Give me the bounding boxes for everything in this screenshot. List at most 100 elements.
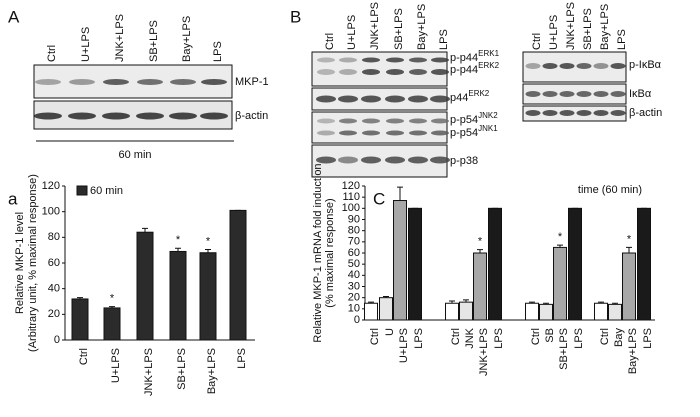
blot-band xyxy=(317,130,335,136)
blot-band xyxy=(593,110,609,116)
band-name: p44 xyxy=(450,92,468,104)
band-label: p-p44ERK1 xyxy=(450,49,500,64)
x-tick-label: JNK+LPS xyxy=(143,348,155,396)
blot-band xyxy=(430,95,450,103)
x-tick-label: JNK xyxy=(464,327,476,348)
panel-label: a xyxy=(8,189,18,208)
x-tick-label: SB xyxy=(544,328,556,343)
bar xyxy=(379,297,393,321)
error-bar xyxy=(612,302,618,305)
bar xyxy=(637,207,651,321)
x-tick-label: JNK+LPS xyxy=(478,328,490,376)
blot-band xyxy=(559,63,575,69)
bar xyxy=(199,252,217,341)
x-tick-label: LPS xyxy=(236,348,248,369)
time-label: 60 min xyxy=(118,149,151,161)
panel-label: B xyxy=(290,7,301,26)
legend-swatch xyxy=(76,185,88,196)
blot-band xyxy=(431,57,449,63)
error-bar xyxy=(175,247,181,252)
error-bar xyxy=(463,299,469,303)
error-bar xyxy=(142,227,148,233)
bar xyxy=(408,207,422,321)
blot-band xyxy=(386,57,404,63)
bar xyxy=(229,209,247,341)
band-label: MKP-1 xyxy=(235,76,269,88)
y-tick-label: 40 xyxy=(48,283,60,295)
blot xyxy=(33,64,233,99)
blot-band xyxy=(385,95,405,103)
bar xyxy=(103,307,121,341)
band-label: p-p44ERK2 xyxy=(450,61,500,76)
y-axis-label: Relative MKP-1 level xyxy=(14,212,26,314)
blot-band xyxy=(430,156,450,164)
blot-band xyxy=(525,110,541,116)
x-tick-label: Ctrl xyxy=(530,328,542,345)
lane-label: SB+LPS xyxy=(582,8,594,50)
blot-band xyxy=(69,79,95,85)
blot xyxy=(522,51,627,83)
bar xyxy=(459,301,473,321)
bar xyxy=(539,303,553,321)
blot-band xyxy=(339,118,357,124)
bar xyxy=(364,302,378,321)
blot-band xyxy=(386,130,404,136)
y-tick-label: 90 xyxy=(348,213,360,225)
x-tick-label: LPS xyxy=(413,328,425,349)
y-tick-label: 80 xyxy=(348,225,360,237)
y-axis-label: (% maximal response) xyxy=(324,198,336,307)
lane-label: Ctrl xyxy=(324,33,336,50)
lane-label: U+LPS xyxy=(80,27,92,62)
significance-marker: * xyxy=(558,231,563,243)
y-tick-label: 20 xyxy=(348,292,360,304)
blot-band xyxy=(338,156,358,164)
error-bar xyxy=(109,306,115,308)
lane-label: Bay+LPS xyxy=(181,16,193,62)
y-tick-label: 40 xyxy=(348,269,360,281)
band-superscript: ERK2 xyxy=(478,61,499,70)
blot-band xyxy=(385,156,405,164)
bar xyxy=(445,302,459,321)
y-tick-label: 0 xyxy=(354,314,360,326)
blot-band xyxy=(170,79,196,85)
band-superscript: JNK2 xyxy=(478,111,498,120)
lane-label: LPS xyxy=(438,29,450,50)
lane-label: JNK+LPS xyxy=(565,2,577,50)
blot-band xyxy=(610,110,626,116)
blot-band xyxy=(102,112,130,120)
blot-band xyxy=(559,91,575,97)
blot xyxy=(33,100,233,130)
blot-band xyxy=(431,118,449,124)
band-name: p-p54 xyxy=(450,114,478,126)
band-superscript: ERK2 xyxy=(468,89,489,98)
x-tick-label: Ctrl xyxy=(369,328,381,345)
blot-band xyxy=(137,79,163,85)
x-tick-label: SB+LPS xyxy=(558,328,570,370)
blot-band xyxy=(593,91,609,97)
bar xyxy=(594,302,608,321)
blot-band xyxy=(317,118,335,124)
y-tick-label: 60 xyxy=(348,247,360,259)
x-tick-label: Bay+LPS xyxy=(627,328,639,374)
band-label: p44ERK2 xyxy=(450,89,490,104)
blot-band xyxy=(136,112,164,120)
error-bar xyxy=(383,296,389,298)
band-name: p-p44 xyxy=(450,52,478,64)
x-tick-label: SB+LPS xyxy=(176,348,188,390)
lane-label: SB+LPS xyxy=(393,8,405,50)
band-name: p-p38 xyxy=(450,155,478,167)
blot-band xyxy=(201,79,227,85)
bar xyxy=(553,246,567,321)
y-axis-label: (Arbitrary unit, % maximal response) xyxy=(27,174,39,352)
blot-band xyxy=(431,69,449,75)
blot-band xyxy=(200,112,228,120)
blot-band xyxy=(386,118,404,124)
y-tick-label: 20 xyxy=(48,308,60,320)
blot-band xyxy=(362,118,380,124)
blot-band xyxy=(610,91,626,97)
y-tick-label: 120 xyxy=(42,180,60,192)
y-tick-label: 110 xyxy=(342,191,360,203)
bar xyxy=(568,207,582,321)
band-label: p-IκBα xyxy=(629,59,662,71)
